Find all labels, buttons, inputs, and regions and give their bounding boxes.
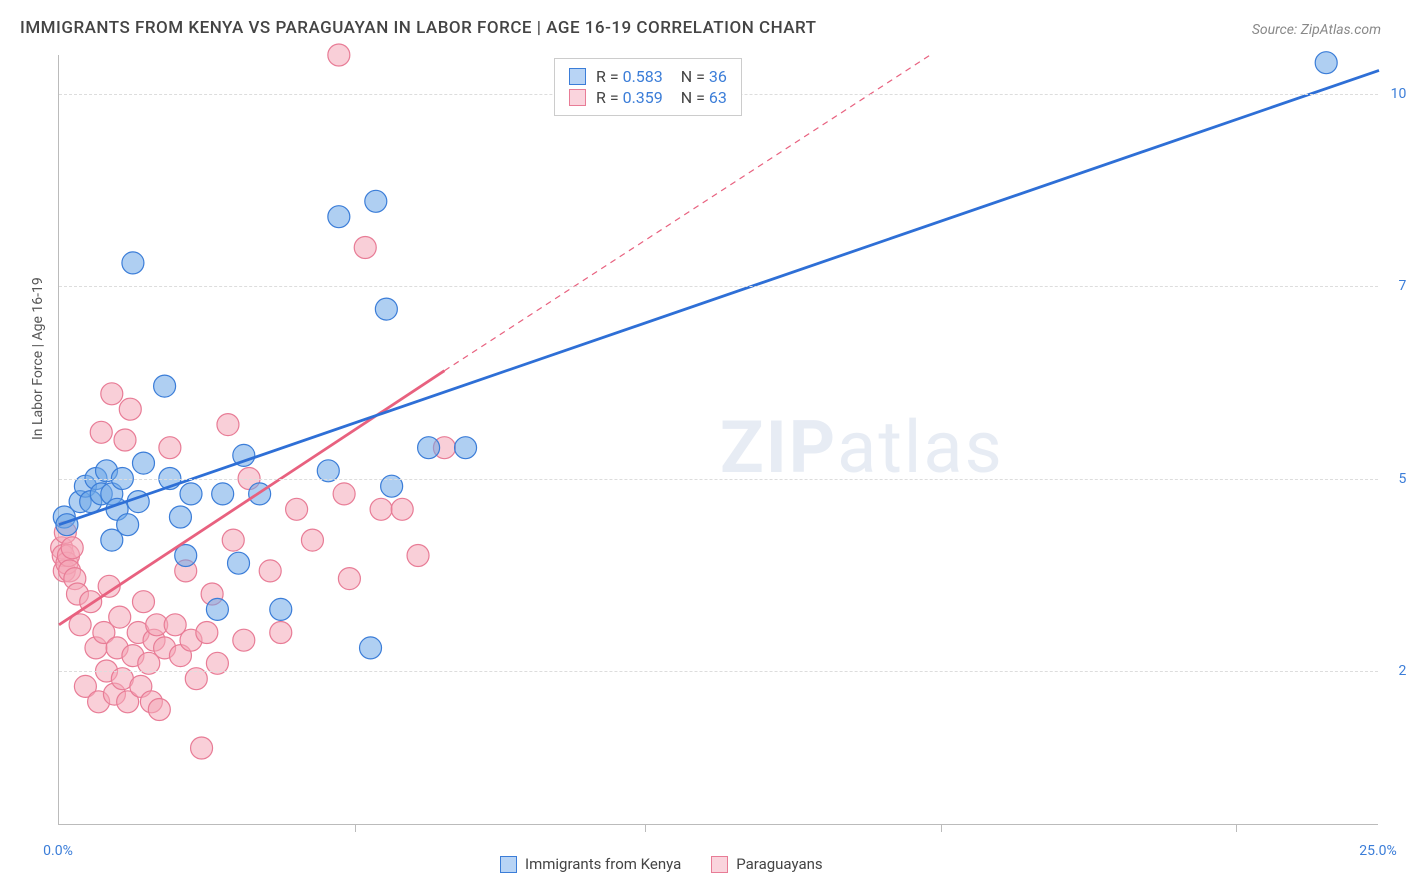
scatter-point bbox=[101, 383, 123, 405]
n-label: N = 63 bbox=[681, 88, 727, 107]
stats-legend-box: R = 0.583 N = 36 R = 0.359 N = 63 bbox=[554, 58, 742, 116]
trend-line bbox=[59, 70, 1379, 524]
stats-row: R = 0.359 N = 63 bbox=[569, 88, 727, 107]
y-tick-label: 25.0% bbox=[1398, 663, 1406, 679]
x-minor-tick bbox=[355, 824, 356, 832]
scatter-point bbox=[119, 398, 141, 420]
x-minor-tick bbox=[941, 824, 942, 832]
scatter-point bbox=[328, 206, 350, 228]
scatter-point bbox=[117, 514, 139, 536]
legend-label: Paraguayans bbox=[736, 855, 822, 873]
x-minor-tick bbox=[645, 824, 646, 832]
scatter-point bbox=[333, 483, 355, 505]
scatter-point bbox=[233, 629, 255, 651]
scatter-point bbox=[228, 552, 250, 574]
r-label: R = 0.359 bbox=[596, 88, 663, 107]
scatter-point bbox=[196, 622, 218, 644]
scatter-point bbox=[114, 429, 136, 451]
plot-area: 25.0%50.0%75.0%100.0% bbox=[58, 55, 1378, 825]
source-label: Source: ZipAtlas.com bbox=[1252, 22, 1381, 38]
scatter-point bbox=[365, 190, 387, 212]
scatter-point bbox=[338, 568, 360, 590]
grid-line-h bbox=[59, 286, 1378, 287]
x-minor-tick bbox=[1236, 824, 1237, 832]
scatter-point bbox=[61, 537, 83, 559]
x-tick-label: 0.0% bbox=[43, 843, 73, 859]
scatter-point bbox=[212, 483, 234, 505]
grid-line-h bbox=[59, 671, 1378, 672]
scatter-point bbox=[169, 506, 191, 528]
scatter-point bbox=[132, 591, 154, 613]
grid-line-h bbox=[59, 479, 1378, 480]
scatter-point bbox=[354, 237, 376, 259]
scatter-point bbox=[375, 298, 397, 320]
x-tick-label: 25.0% bbox=[1359, 843, 1397, 859]
scatter-point bbox=[90, 421, 112, 443]
legend-item: Paraguayans bbox=[711, 855, 822, 873]
scatter-point bbox=[407, 545, 429, 567]
scatter-point bbox=[259, 560, 281, 582]
stats-row: R = 0.583 N = 36 bbox=[569, 67, 727, 86]
scatter-point bbox=[180, 483, 202, 505]
legend-label: Immigrants from Kenya bbox=[525, 855, 681, 873]
scatter-point bbox=[270, 622, 292, 644]
r-label: R = 0.583 bbox=[596, 67, 663, 86]
legend-swatch bbox=[569, 89, 586, 106]
scatter-point bbox=[328, 44, 350, 66]
legend-item: Immigrants from Kenya bbox=[500, 855, 681, 873]
legend-swatch bbox=[569, 68, 586, 85]
y-tick-label: 50.0% bbox=[1398, 471, 1406, 487]
legend-swatch bbox=[500, 856, 517, 873]
scatter-point bbox=[148, 699, 170, 721]
scatter-point bbox=[109, 606, 131, 628]
scatter-point bbox=[418, 437, 440, 459]
scatter-point bbox=[270, 598, 292, 620]
bottom-legend: Immigrants from Kenya Paraguayans bbox=[500, 855, 823, 873]
scatter-point bbox=[206, 598, 228, 620]
scatter-point bbox=[159, 437, 181, 459]
plot-svg bbox=[59, 55, 1378, 824]
scatter-point bbox=[222, 529, 244, 551]
scatter-point bbox=[154, 375, 176, 397]
chart-title: IMMIGRANTS FROM KENYA VS PARAGUAYAN IN L… bbox=[20, 18, 817, 38]
legend-swatch bbox=[711, 856, 728, 873]
chart-container: IMMIGRANTS FROM KENYA VS PARAGUAYAN IN L… bbox=[0, 0, 1406, 892]
scatter-point bbox=[1315, 52, 1337, 74]
n-label: N = 36 bbox=[681, 67, 727, 86]
y-tick-label: 75.0% bbox=[1398, 278, 1406, 294]
scatter-point bbox=[455, 437, 477, 459]
y-tick-label: 100.0% bbox=[1391, 86, 1406, 102]
scatter-point bbox=[360, 637, 382, 659]
scatter-point bbox=[132, 452, 154, 474]
scatter-point bbox=[391, 498, 413, 520]
scatter-point bbox=[370, 498, 392, 520]
scatter-point bbox=[301, 529, 323, 551]
scatter-point bbox=[191, 737, 213, 759]
scatter-point bbox=[286, 498, 308, 520]
scatter-point bbox=[122, 252, 144, 274]
scatter-point bbox=[217, 414, 239, 436]
y-axis-label: In Labor Force | Age 16-19 bbox=[30, 277, 46, 440]
